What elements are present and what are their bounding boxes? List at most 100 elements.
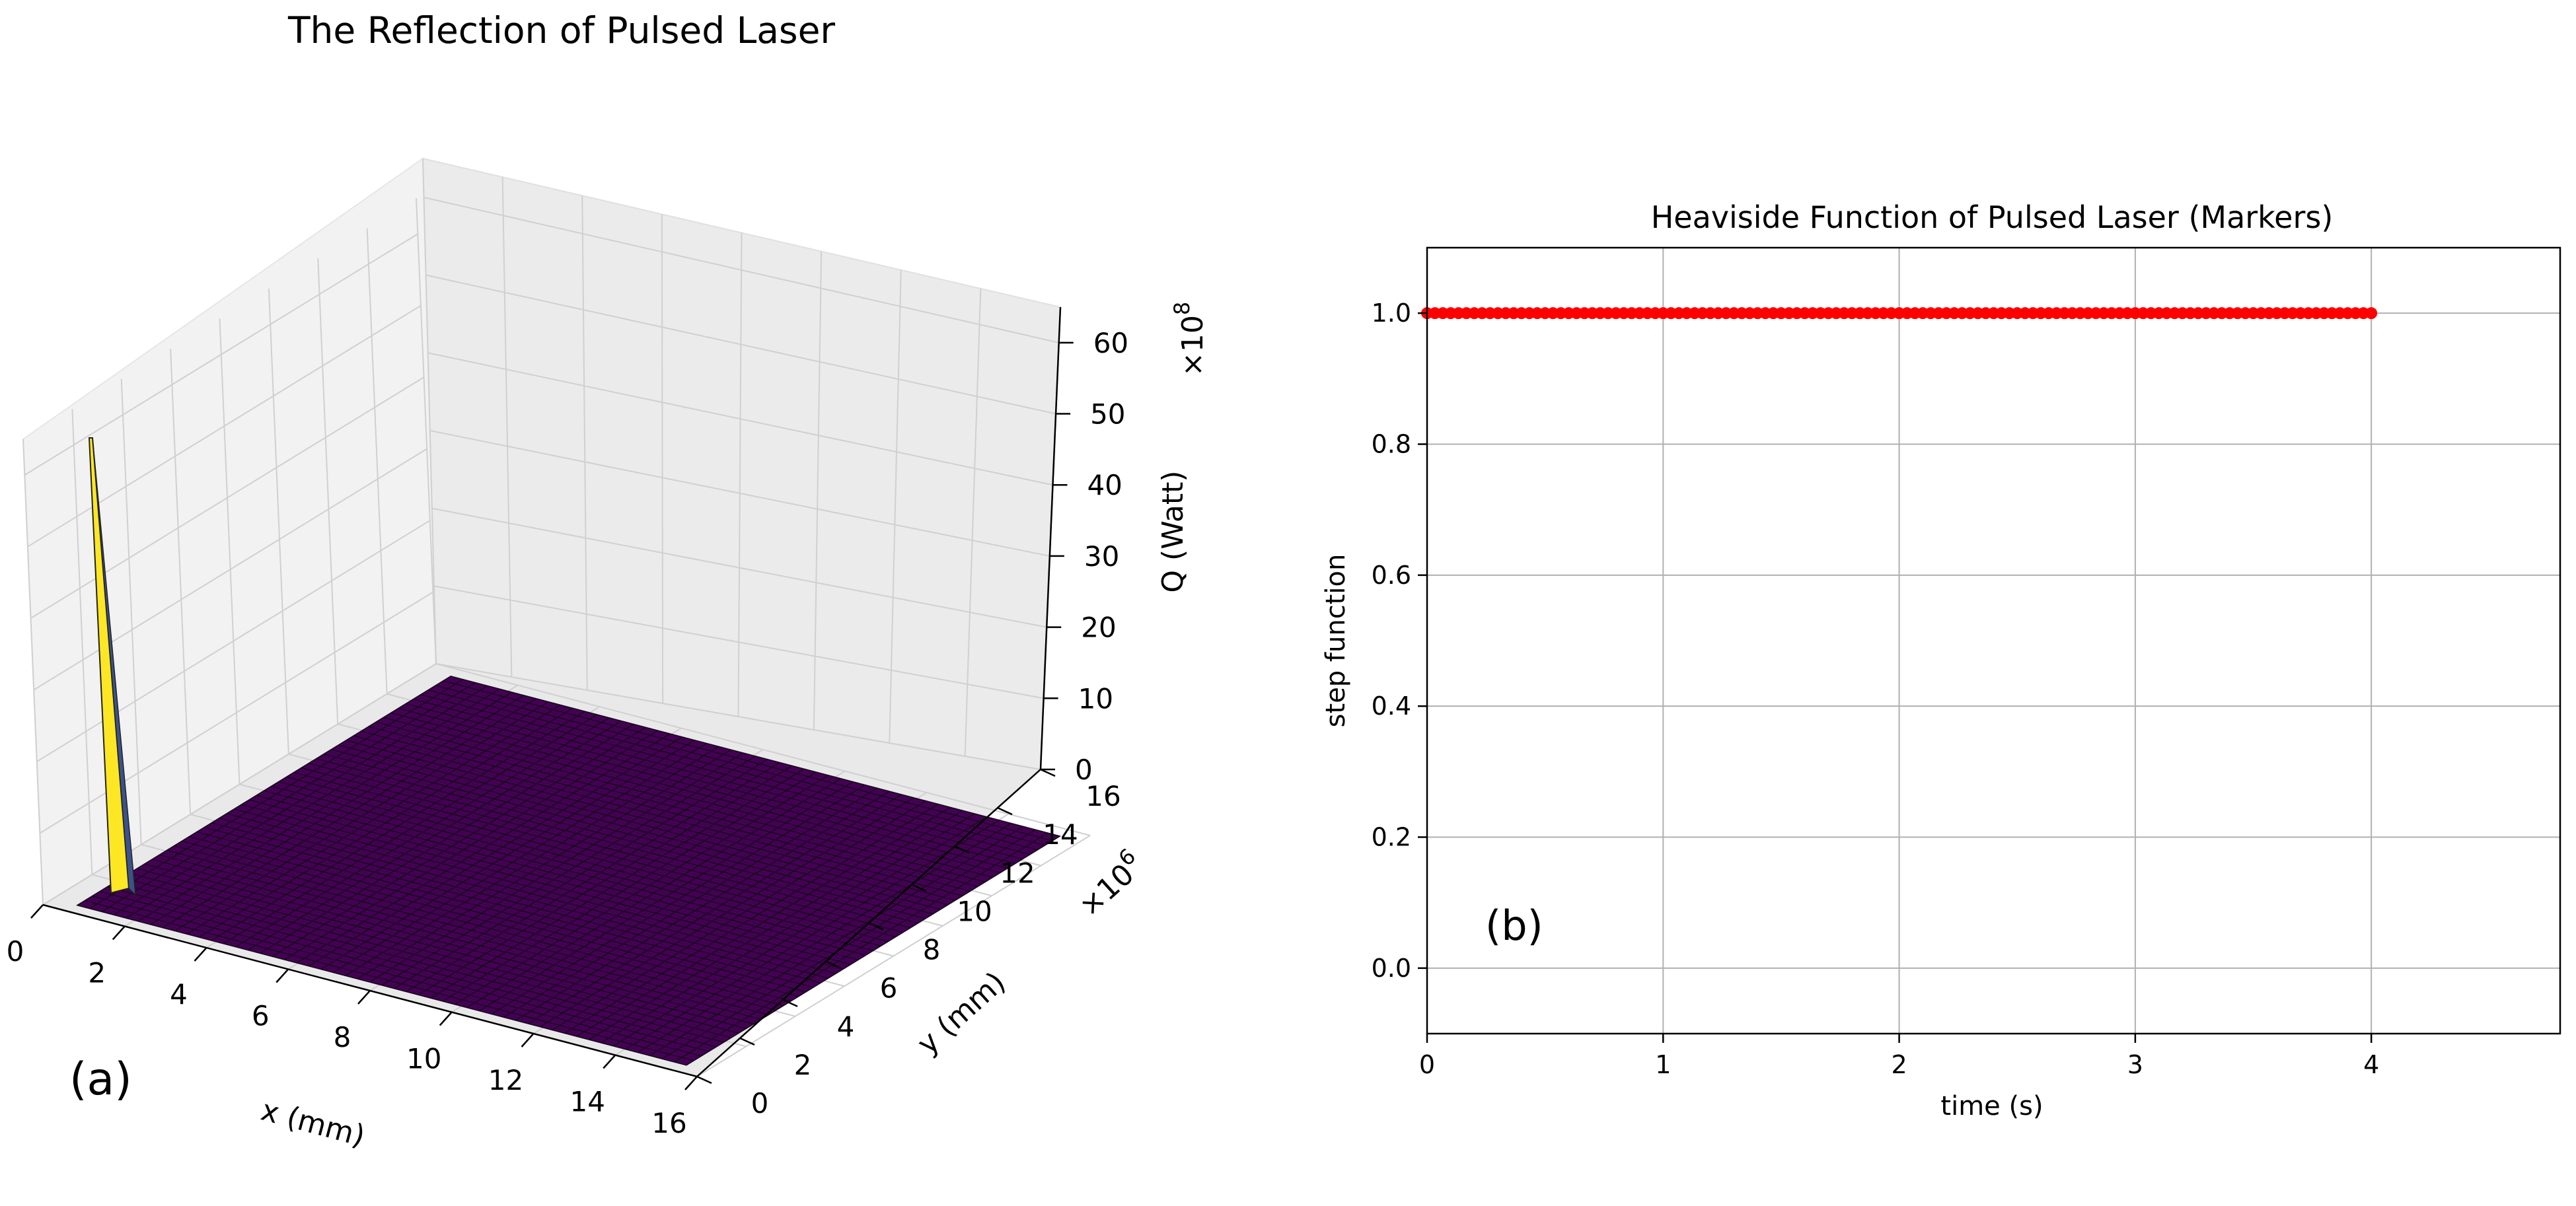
mesh-line-y-47 xyxy=(428,689,1038,851)
z-tick-label-6: 60 xyxy=(1093,327,1128,359)
plot-area xyxy=(1427,248,2560,1034)
mesh-line-x-42 xyxy=(589,810,963,1040)
y-tick-1 xyxy=(739,1037,755,1046)
left-wall-grid-y-3 xyxy=(170,349,192,815)
x-tick-1 xyxy=(112,925,126,940)
heaviside-plot: Heaviside Function of Pulsed Laser (Mark… xyxy=(1321,199,2561,1121)
mesh-line-x-37 xyxy=(527,794,902,1024)
mesh-line-y-44 xyxy=(406,703,1015,865)
heaviside-markers xyxy=(1421,307,2378,320)
panel-b-label: (b) xyxy=(1485,902,1543,950)
mesh-line-x-33 xyxy=(479,781,854,1012)
y-tick-label-2d-5: 1.0 xyxy=(1372,299,1411,328)
right-wall-grid-x-4 xyxy=(737,232,743,717)
right-wall-grid-z-3 xyxy=(429,429,1050,557)
x-tick-label-2d-4: 4 xyxy=(2363,1050,2379,1079)
mesh-line-x-31 xyxy=(455,775,829,1005)
y-tick-label-2d-1: 0.2 xyxy=(1372,823,1411,852)
x-tick-label-6: 12 xyxy=(488,1064,523,1096)
right-wall-grid-z-5 xyxy=(425,274,1056,415)
x-tick-6 xyxy=(521,1033,534,1047)
mesh-line-x-34 xyxy=(491,784,865,1014)
z-tick-label-3: 30 xyxy=(1084,540,1119,573)
left-wall-grid-y-1 xyxy=(71,409,93,875)
left-wall-grid-y-6 xyxy=(317,258,339,725)
x-tick-label-3: 6 xyxy=(252,1000,270,1032)
left-wall-grid-y-2 xyxy=(120,378,142,845)
mesh-line-y-31 xyxy=(309,762,918,924)
surface-plot-title: The Reflection of Pulsed Laser xyxy=(287,9,835,52)
x-tick-label-4: 8 xyxy=(334,1021,351,1053)
mesh-line-y-36 xyxy=(346,740,956,901)
left-wall-grid-z-6 xyxy=(24,233,418,476)
y-tick-label-3: 6 xyxy=(880,972,898,1005)
mesh-line-x-27 xyxy=(406,762,780,993)
mesh-line-y-33 xyxy=(323,753,934,915)
left-wall-grid-y-5 xyxy=(268,288,289,754)
right-wall-grid-x-6 xyxy=(889,269,902,744)
left-wall-grid-z-1 xyxy=(39,591,433,834)
panel-a-label: (a) xyxy=(69,1053,132,1106)
mesh-line-x-49 xyxy=(674,832,1049,1063)
x-tick-7 xyxy=(603,1054,616,1069)
x-tick-label-2d-0: 0 xyxy=(1419,1050,1435,1079)
mesh-line-x-48 xyxy=(661,829,1036,1059)
mesh-line-y-27 xyxy=(279,781,889,942)
y-tick-label-6: 12 xyxy=(1000,857,1035,889)
mesh-line-x-40 xyxy=(564,803,939,1034)
y-tick-3 xyxy=(825,960,841,969)
mesh-line-x-35 xyxy=(503,787,878,1018)
plot-frame xyxy=(1426,246,2561,1035)
x-tick-3 xyxy=(276,968,289,983)
mesh-line-y-45 xyxy=(413,698,1023,860)
right-wall-grid-x-5 xyxy=(813,251,823,730)
mesh-line-y-25 xyxy=(264,790,873,952)
mesh-line-y-35 xyxy=(338,744,948,905)
floor-grid-y-8 xyxy=(435,663,1091,836)
mesh-line-y-50 xyxy=(451,676,1060,837)
x-tick-label-2d-2: 2 xyxy=(1891,1050,1907,1079)
x-tick-4 xyxy=(357,990,371,1005)
mesh-line-y-38 xyxy=(361,730,971,892)
mesh-line-y-32 xyxy=(316,758,926,919)
mesh-line-y-41 xyxy=(383,717,993,878)
x-tick-8 xyxy=(684,1076,698,1090)
mesh-line-x-43 xyxy=(601,813,975,1044)
mesh-line-x-29 xyxy=(430,768,805,999)
mesh-line-x-28 xyxy=(418,765,792,995)
y-tick-label-8: 16 xyxy=(1086,780,1121,812)
y-tick-5 xyxy=(911,884,927,892)
x-tick-label-5: 10 xyxy=(406,1043,441,1075)
mesh-line-x-26 xyxy=(393,759,768,989)
y-tick-label-5: 10 xyxy=(957,895,992,927)
y-tick-label-2d-0: 0.0 xyxy=(1372,954,1411,983)
right-wall-grid-x-7 xyxy=(964,288,982,757)
y-tick-4 xyxy=(868,922,884,931)
x-tick-label-1: 2 xyxy=(88,957,106,989)
y-tick-label-2: 4 xyxy=(837,1011,855,1043)
left-wall-grid-z-0 xyxy=(42,663,437,905)
mesh-line-y-46 xyxy=(420,693,1031,855)
mesh-line-y-34 xyxy=(331,749,941,910)
z-axis-line xyxy=(1039,306,1062,770)
mesh-line-x-38 xyxy=(540,797,914,1028)
heaviside-plot-title: Heaviside Function of Pulsed Laser (Mark… xyxy=(1651,199,2334,235)
right-wall-grid-z-6 xyxy=(423,196,1059,343)
y-tick-label-7: 14 xyxy=(1043,818,1078,851)
y-tick-8 xyxy=(1040,768,1056,777)
mesh-line-x-41 xyxy=(576,806,951,1037)
y-tick-label-2d-2: 0.4 xyxy=(1372,692,1411,721)
y-tick-6 xyxy=(954,845,970,854)
mesh-line-x-45 xyxy=(625,820,1000,1050)
mesh-line-y-39 xyxy=(368,726,978,888)
x-tick-label-0: 0 xyxy=(7,935,24,968)
right-wall-grid-x-1 xyxy=(501,177,513,678)
heaviside-x-axis-label: time (s) xyxy=(1940,1091,2043,1121)
x-tick-label-2d-1: 1 xyxy=(1655,1050,1671,1079)
left-wall-grid-y-0 xyxy=(22,439,44,905)
x-tick-label-2d-3: 3 xyxy=(2127,1050,2143,1079)
mesh-line-y-43 xyxy=(398,707,1008,869)
mesh-line-y-40 xyxy=(375,721,986,883)
z-tick-label-5: 50 xyxy=(1090,398,1125,431)
left-wall-grid-y-4 xyxy=(219,318,240,785)
